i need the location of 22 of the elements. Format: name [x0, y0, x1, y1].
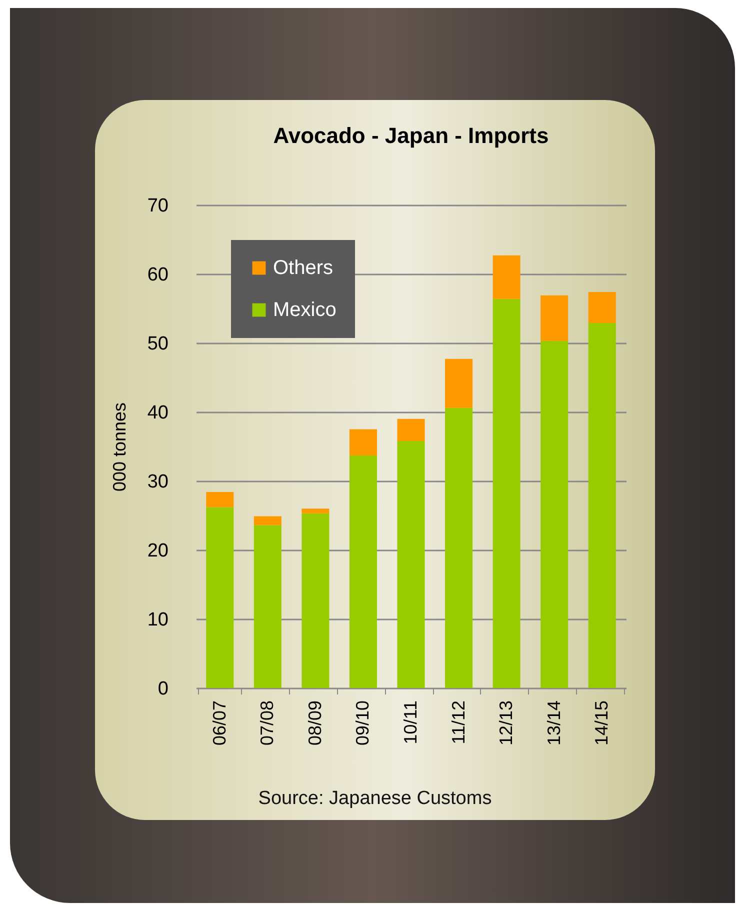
legend-label: Mexico: [273, 299, 336, 321]
x-tick-label: 09/10: [352, 700, 373, 746]
y-tick-label: 10: [147, 610, 168, 630]
x-tick-label: 11/12: [448, 700, 468, 744]
x-tick-label: 13/14: [544, 700, 564, 746]
y-tick-label: 40: [147, 402, 168, 424]
x-tick-label: 14/15: [592, 700, 612, 746]
x-tick-label: 07/08: [257, 700, 278, 746]
x-tick-label: 12/13: [496, 700, 516, 746]
chart-title: Avocado - Japan - Imports: [273, 123, 549, 148]
y-tick-label: 70: [147, 196, 168, 216]
legend-label: Others: [273, 257, 334, 279]
y-axis-title: 000 tonnes: [109, 402, 130, 492]
y-tick-label: 30: [147, 472, 168, 492]
y-tick-label: 0: [158, 678, 168, 700]
x-tick-label: 10/11: [400, 700, 420, 744]
y-tick-label: 20: [147, 540, 168, 562]
y-tick-label: 60: [147, 264, 168, 286]
x-tick-label: 06/07: [209, 700, 230, 746]
source-note: Source: Japanese Customs: [257, 788, 493, 810]
y-tick-label: 50: [147, 334, 168, 354]
x-tick-label: 08/09: [304, 700, 325, 746]
